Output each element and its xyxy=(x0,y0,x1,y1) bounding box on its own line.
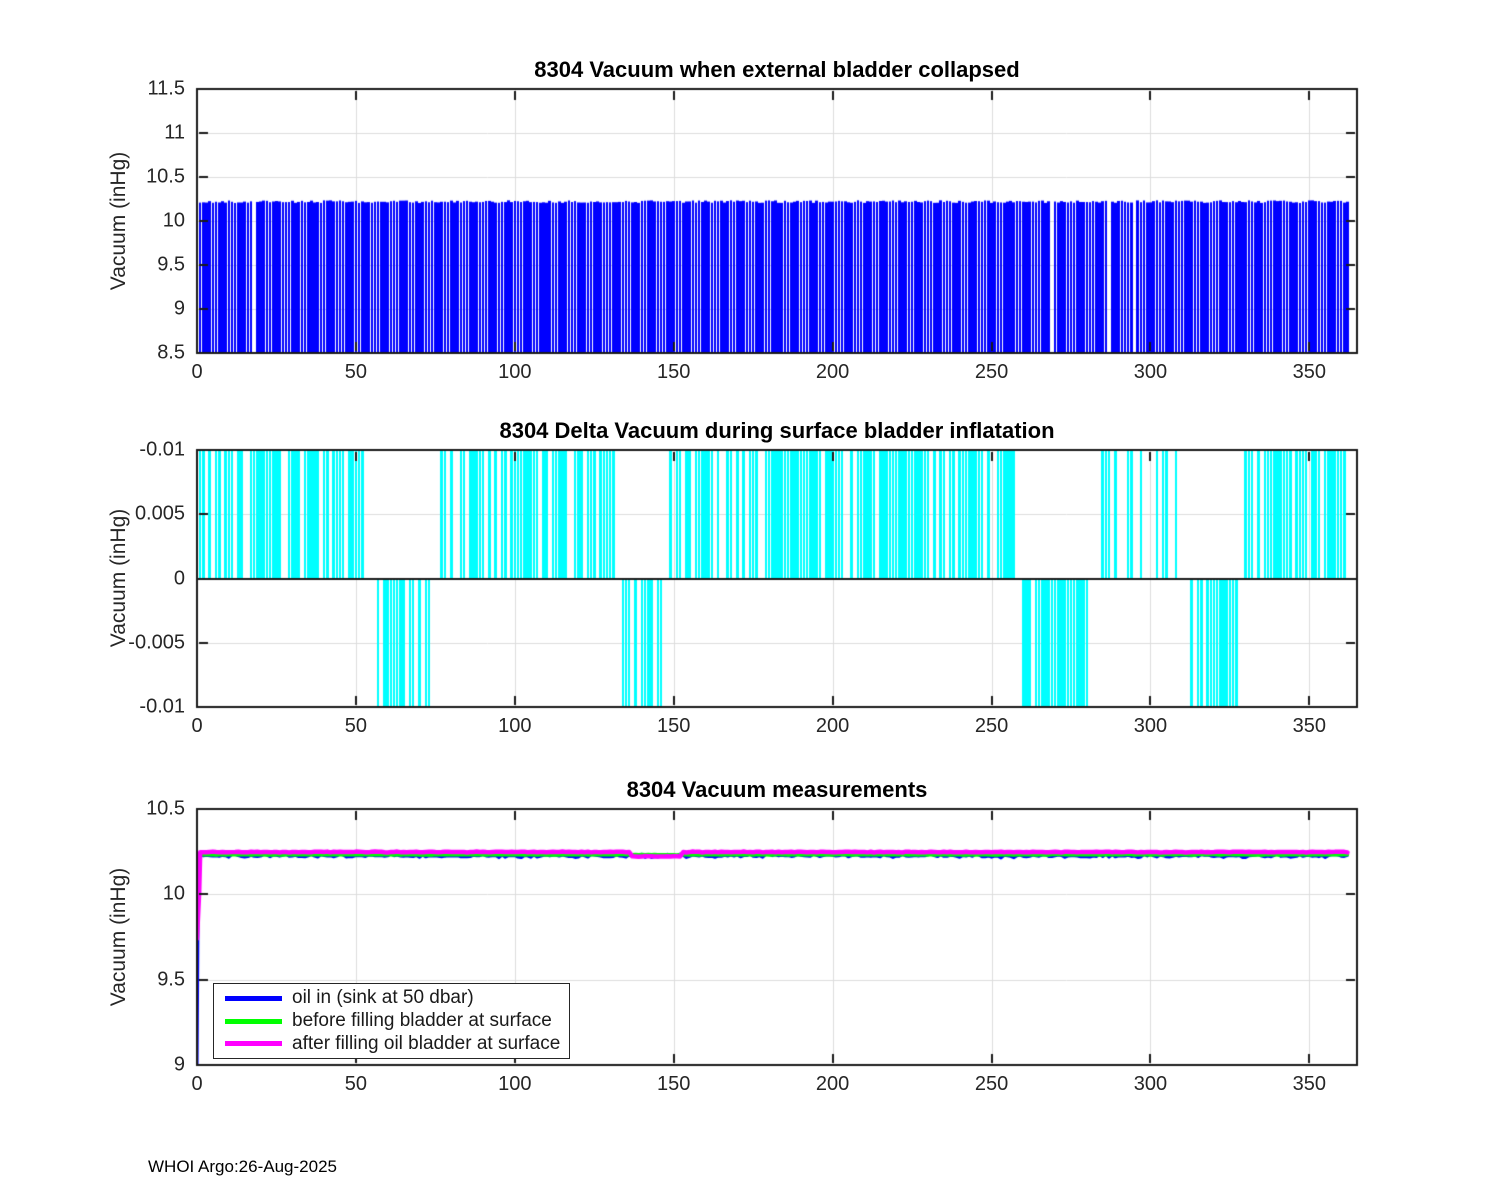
x-tick-label: 200 xyxy=(815,715,850,737)
x-tick-label: 350 xyxy=(1292,361,1327,383)
legend-label: after filling oil bladder at surface xyxy=(292,1032,561,1054)
x-tick-label: 0 xyxy=(191,361,203,383)
x-tick-label: 350 xyxy=(1292,1073,1327,1095)
y-tick-label: 10.5 xyxy=(146,165,185,188)
y-tick-label: 10 xyxy=(162,209,185,232)
x-tick-label: 100 xyxy=(498,361,532,383)
y-tick-label: 10 xyxy=(162,882,185,905)
y-tick-label: -0.01 xyxy=(139,695,185,718)
chart1-ylabel: Vacuum (inHg) xyxy=(107,151,130,291)
x-tick-label: 150 xyxy=(657,361,691,383)
x-tick-label: 350 xyxy=(1292,715,1327,737)
x-tick-label: 0 xyxy=(191,715,203,737)
y-tick-label: 8.5 xyxy=(157,341,185,364)
legend-row: oil in (sink at 50 dbar) xyxy=(214,987,569,1010)
x-tick-label: 0 xyxy=(191,1073,203,1095)
legend-row: after filling oil bladder at surface xyxy=(214,1032,569,1055)
y-tick-label: 10.5 xyxy=(146,797,185,820)
x-tick-label: 50 xyxy=(344,715,368,737)
y-tick-label: 0 xyxy=(173,567,185,589)
y-tick-label: 9.5 xyxy=(157,253,185,276)
legend-line-swatch-blue xyxy=(225,995,282,1001)
x-tick-label: 50 xyxy=(344,361,368,383)
x-tick-label: 300 xyxy=(1133,361,1168,383)
x-tick-label: 300 xyxy=(1133,715,1168,737)
legend-line-swatch-magenta xyxy=(225,1041,282,1047)
x-tick-label: 100 xyxy=(498,1073,532,1095)
x-tick-label: 250 xyxy=(974,715,1009,737)
x-tick-label: 50 xyxy=(344,1073,368,1095)
footer-text: WHOI Argo:26-Aug-2025 xyxy=(148,1157,337,1176)
y-tick-label: 9 xyxy=(173,297,185,320)
x-tick-label: 150 xyxy=(657,715,691,737)
y-tick-label: 11 xyxy=(164,121,185,144)
legend-line-swatch-green xyxy=(225,1018,282,1024)
x-tick-label: 250 xyxy=(974,1073,1009,1095)
x-tick-label: 200 xyxy=(815,361,850,383)
x-tick-label: 300 xyxy=(1133,1073,1168,1095)
x-tick-label: 100 xyxy=(498,715,532,737)
x-tick-label: 250 xyxy=(974,361,1009,383)
y-tick-label: 9 xyxy=(173,1053,185,1076)
y-tick-label: -0.01 xyxy=(139,438,185,461)
legend: oil in (sink at 50 dbar) before filling … xyxy=(213,983,570,1059)
legend-row: before filling bladder at surface xyxy=(214,1010,569,1033)
legend-label: oil in (sink at 50 dbar) xyxy=(292,987,474,1009)
y-tick-label: 9.5 xyxy=(157,968,185,991)
chart2-title: 8304 Delta Vacuum during surface bladder… xyxy=(499,418,1055,443)
legend-label: before filling bladder at surface xyxy=(292,1010,552,1031)
y-tick-label: 0.005 xyxy=(134,502,185,525)
x-tick-label: 200 xyxy=(815,1073,850,1095)
chart2-ylabel: Vacuum (inHg) xyxy=(107,508,130,648)
chart1-title: 8304 Vacuum when external bladder collap… xyxy=(534,57,1020,82)
x-tick-label: 150 xyxy=(657,1073,691,1095)
chart3-ylabel: Vacuum (inHg) xyxy=(107,867,130,1007)
y-tick-label: 11.5 xyxy=(147,77,185,100)
chart3-title: 8304 Vacuum measurements xyxy=(626,777,928,802)
y-tick-label: -0.005 xyxy=(128,631,185,654)
